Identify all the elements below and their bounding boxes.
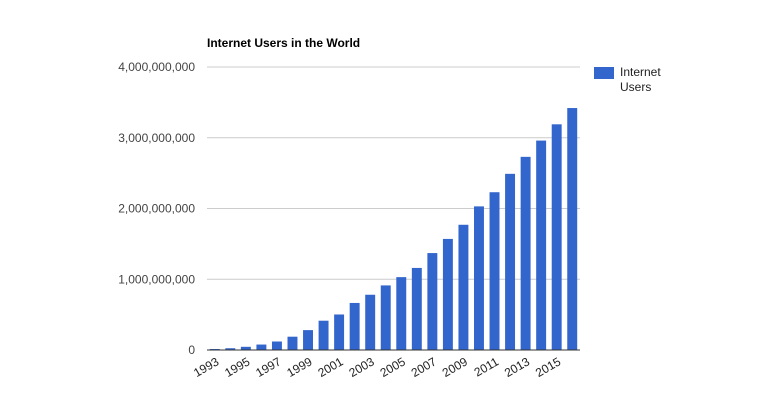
bar-2007[interactable] [427,253,438,350]
x-tick-label: 1999 [284,354,314,380]
bar-1994[interactable] [225,348,236,350]
x-tick-label: 2005 [378,354,408,380]
y-tick-label: 2,000,000,000 [118,202,195,216]
legend-swatch [594,67,614,79]
bar-2012[interactable] [505,173,516,350]
y-tick-label: 3,000,000,000 [118,131,195,145]
x-tick-label: 2003 [347,354,377,380]
y-tick-label: 1,000,000,000 [118,272,195,286]
x-tick-label: 1993 [191,354,221,380]
chart-title: Internet Users in the World [207,36,361,50]
bar-1997[interactable] [271,341,282,350]
x-tick-label: 1995 [222,354,252,380]
bar-2005[interactable] [396,277,407,350]
bar-2004[interactable] [380,285,391,350]
legend-label: Internet Users [620,65,661,94]
x-tick-label: 2009 [440,354,470,380]
bar-1999[interactable] [303,330,313,350]
legend[interactable]: Internet Users [594,65,680,95]
bar-2009[interactable] [458,224,469,350]
bar-1995[interactable] [240,346,251,350]
bar-2010[interactable] [474,206,484,350]
x-tick-label: 2007 [409,354,439,380]
bar-2001[interactable] [334,314,345,350]
bar-1996[interactable] [256,344,267,350]
x-tick-label: 2013 [502,354,532,380]
x-tick-label: 2015 [533,354,563,380]
bar-2015[interactable] [551,124,562,351]
gridlines [207,66,580,280]
bar-1998[interactable] [287,336,298,350]
bar-2000[interactable] [318,320,329,350]
bar-2014[interactable] [536,140,547,350]
y-tick-label: 0 [188,343,195,357]
x-tick-label: 2001 [315,354,345,380]
bar-2002[interactable] [349,302,360,350]
bar-2006[interactable] [411,267,422,350]
y-axis-ticks: 0 1,000,000,000 2,000,000,000 3,000,000,000… [118,60,195,357]
x-axis-ticks: 1993 1995 1997 1999 2001 2003 2005 2007 2009 2011… [191,354,563,380]
bars [209,108,578,351]
bar-2013[interactable] [520,156,531,350]
bar-2008[interactable] [442,238,453,350]
bar-2016[interactable] [567,108,578,350]
x-tick-label: 1997 [253,354,283,380]
y-tick-label: 4,000,000,000 [118,60,195,74]
x-tick-label: 2011 [472,354,502,379]
bar-2003[interactable] [365,294,376,350]
bar-2011[interactable] [489,192,500,350]
